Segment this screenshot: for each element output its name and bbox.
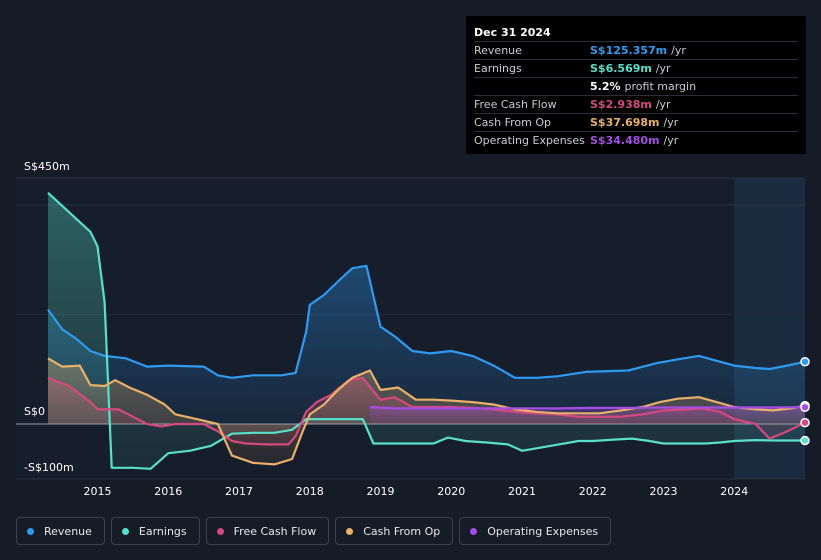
legend-dot-icon	[27, 527, 34, 535]
x-tick-label: 2017	[225, 485, 254, 498]
legend-dot-icon	[470, 527, 478, 535]
tooltip-row-value: S$2.938m	[590, 98, 652, 111]
tooltip-row-value: S$34.480m	[590, 134, 660, 147]
x-tick-label: 2024	[720, 485, 749, 498]
tooltip-row-unit: /yr	[655, 62, 671, 75]
legend-dot-icon	[216, 527, 224, 535]
tooltip-row-label: Revenue	[474, 44, 522, 57]
earnings-end-marker	[800, 435, 810, 446]
x-tick-label: 2015	[83, 485, 112, 498]
legend-label: Cash From Op	[363, 524, 441, 538]
legend-item-operating-expenses[interactable]: Operating Expenses	[459, 517, 612, 545]
tooltip-row: Revenue S$125.357m/yr	[474, 41, 798, 59]
tooltip-row-value: S$37.698m	[590, 116, 660, 129]
tooltip-row: 5.2% profit margin	[474, 77, 798, 95]
tooltip-row: Cash From Op S$37.698m/yr	[474, 113, 798, 131]
tooltip-row-label	[474, 78, 590, 95]
tooltip-row-unit: /yr	[671, 44, 686, 57]
revenue-end-marker	[800, 356, 810, 367]
legend-item-cash-from-op[interactable]: Cash From Op	[335, 517, 454, 545]
tooltip-row: Operating Expenses S$34.480m/yr	[474, 131, 798, 149]
tooltip-row-unit: profit margin	[624, 80, 697, 93]
tooltip-row-label: Free Cash Flow	[474, 98, 557, 111]
legend-item-free-cash-flow[interactable]: Free Cash Flow	[205, 517, 330, 545]
x-tick-label: 2018	[295, 485, 324, 498]
tooltip-row-unit: /yr	[663, 116, 679, 129]
legend-item-earnings[interactable]: Earnings	[110, 517, 200, 545]
tooltip-row-value: S$6.569m	[590, 62, 652, 75]
legend-label: Revenue	[44, 524, 92, 538]
legend: Revenue Earnings Free Cash Flow Cash From O…	[16, 517, 612, 545]
x-tick-label: 2020	[437, 485, 466, 498]
tooltip-row-unit: /yr	[655, 98, 671, 111]
tooltip-row-label: Operating Expenses	[474, 134, 585, 147]
cash-from-op-line	[47, 357, 806, 466]
x-tick-label: 2019	[366, 485, 395, 498]
data-tooltip: Dec 31 2024 Revenue S$125.357m/yr Earnings…	[466, 16, 806, 154]
x-tick-label: 2023	[649, 485, 678, 498]
legend-dot-icon	[121, 527, 129, 535]
legend-dot-icon	[346, 527, 354, 535]
tooltip-row: Free Cash Flow S$2.938m/yr	[474, 95, 798, 113]
free-cash-flow-line	[47, 376, 806, 446]
x-tick-label: 2016	[154, 485, 183, 498]
free-cash-flow-end-marker	[800, 417, 810, 428]
tooltip-row-value: 5.2%	[590, 80, 621, 93]
y-axis-zero-label: S$0	[24, 405, 45, 418]
tooltip-row-unit: /yr	[663, 134, 679, 147]
tooltip-row: Earnings S$6.569m/yr	[474, 59, 798, 77]
tooltip-row-value: S$125.357m	[590, 44, 668, 57]
operating-expenses-area	[369, 407, 805, 424]
tooltip-row-label: Earnings	[474, 62, 522, 75]
earnings-line	[47, 191, 805, 470]
legend-item-revenue[interactable]: Revenue	[16, 517, 105, 545]
legend-label: Earnings	[138, 524, 187, 538]
y-axis-bottom-label: -S$100m	[24, 461, 74, 474]
operating-expenses-end-marker	[800, 402, 810, 412]
revenue-area	[48, 265, 805, 424]
x-tick-label: 2021	[508, 485, 536, 498]
x-tick-label: 2022	[578, 485, 607, 498]
y-axis-top-label: S$450m	[24, 160, 70, 173]
revenue-line	[47, 264, 806, 379]
legend-label: Free Cash Flow	[233, 524, 317, 538]
tooltip-row-label: Cash From Op	[474, 116, 552, 129]
operating-expenses-line	[369, 405, 806, 410]
tooltip-date: Dec 31 2024	[474, 26, 551, 39]
legend-label: Operating Expenses	[487, 524, 599, 538]
